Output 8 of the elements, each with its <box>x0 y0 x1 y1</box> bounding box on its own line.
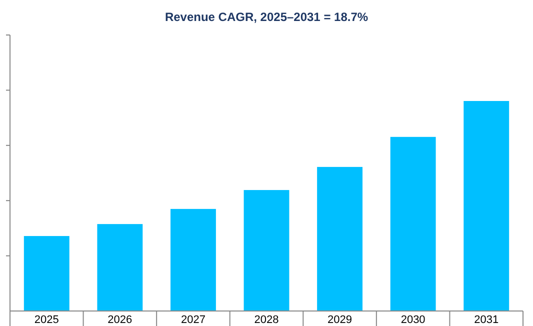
x-tick-label: 2029 <box>328 314 352 326</box>
x-tick-label: 2030 <box>400 314 426 326</box>
chart-title: Revenue CAGR, 2025–2031 = 18.7% <box>164 10 368 24</box>
x-tick-label: 2028 <box>254 314 279 326</box>
x-tick-label: 2026 <box>108 314 132 326</box>
x-tick-label: 2031 <box>474 314 499 326</box>
x-tick-label: 2025 <box>34 314 59 326</box>
x-tick-label: 2027 <box>180 314 206 326</box>
